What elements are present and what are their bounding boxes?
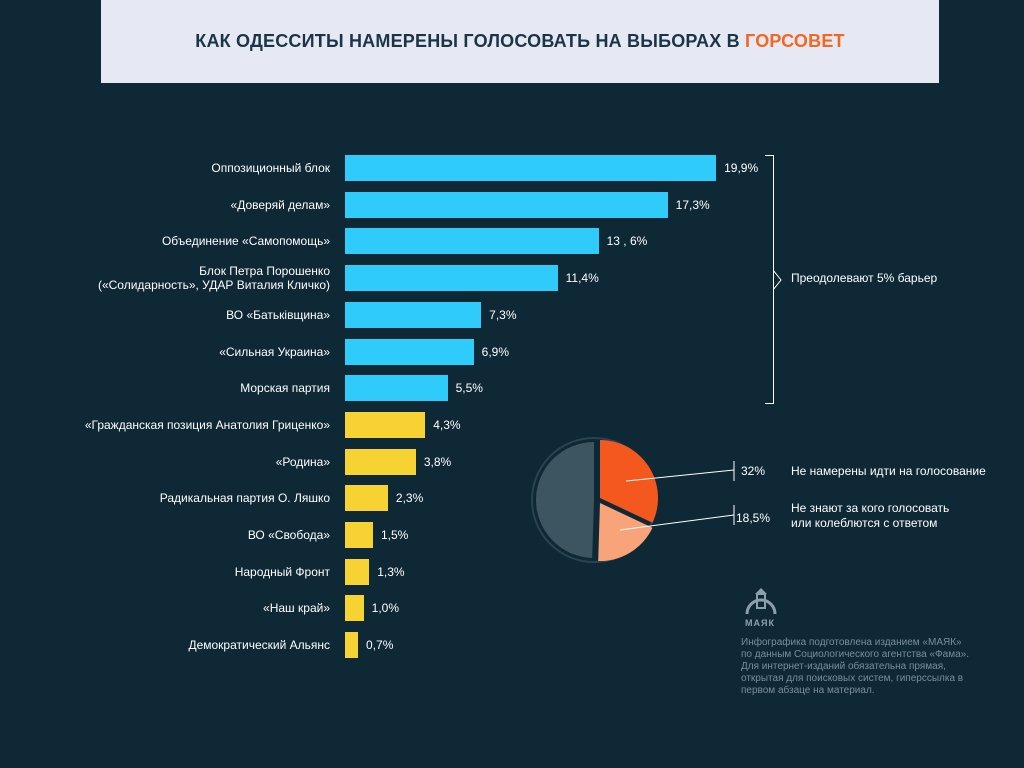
bar <box>345 228 599 255</box>
pie-label-32: 32% <box>741 464 766 478</box>
value-label: 17,3% <box>675 197 710 212</box>
bar <box>345 448 416 475</box>
pie-slice <box>536 442 594 558</box>
pie-leader-lines <box>619 461 735 531</box>
page-title: КАК ОДЕССИТЫ НАМЕРЕНЫ ГОЛОСОВАТЬ НА ВЫБО… <box>195 31 844 52</box>
category-label-line: «Родина» <box>275 454 330 469</box>
category-label: «Наш край» <box>30 601 330 615</box>
category-label-line: Радикальная партия О. Ляшко <box>159 491 330 506</box>
category-label: «Доверяй делам» <box>30 198 330 212</box>
category-label: «Сильная Украина» <box>30 345 330 359</box>
leader-line-32 <box>625 469 735 482</box>
value-label: 4,3% <box>433 417 461 432</box>
category-label-line: «Гражданская позиция Анатолия Гриценко» <box>84 417 330 432</box>
value-label: 5,5% <box>455 381 483 396</box>
title-main: КАК ОДЕССИТЫ НАМЕРЕНЫ ГОЛОСОВАТЬ НА ВЫБО… <box>195 31 746 51</box>
bracket-tip <box>773 270 782 290</box>
pie-label-185: 18,5% <box>736 511 771 525</box>
category-label-line: Оппозиционный блок <box>211 161 330 175</box>
pie-slice <box>598 503 653 561</box>
bar <box>345 375 448 402</box>
category-label-line: «Наш край» <box>263 601 330 616</box>
category-label-line: ВО «Свобода» <box>247 528 330 542</box>
value-label: 11,4% <box>565 271 599 286</box>
category-label-line: «Сильная Украина» <box>219 344 330 359</box>
category-label-line: ВО «Батьківщина» <box>226 307 330 322</box>
barrier-bracket <box>765 155 774 404</box>
category-label-line: Демократический Альянс <box>188 638 330 653</box>
value-label: 1,0% <box>371 601 399 616</box>
bar <box>345 155 717 181</box>
footnote: Инфографика подготовлена изданием «МАЯК»… <box>741 637 991 697</box>
pie-desc-32: Не намерены идти на голосование <box>791 464 986 478</box>
title-accent: ГОРСОВЕТ <box>745 31 845 51</box>
footnote-line: Инфографика подготовлена изданием «МАЯК» <box>741 637 962 648</box>
value-label: 3,8% <box>423 454 452 469</box>
bar <box>345 191 668 218</box>
category-label: Народный Фронт <box>30 565 330 579</box>
bar <box>345 558 370 585</box>
leader-line-185 <box>619 514 735 531</box>
bar <box>345 265 558 292</box>
category-label: «Гражданская позиция Анатолия Гриценко» <box>30 418 330 432</box>
logo-icon <box>745 588 777 615</box>
pie-desc-185: Не знают за кого голосовать или колеблют… <box>791 501 949 531</box>
category-label: Демократический Альянс <box>30 638 330 652</box>
category-label: «Родина» <box>30 455 330 469</box>
category-label-line: Объединение «Самопомощь» <box>161 234 330 249</box>
category-label: ВО «Батьківщина» <box>30 308 330 322</box>
bar <box>345 632 359 659</box>
bar <box>345 301 482 328</box>
category-label-line: («Солидарность», УДАР Виталия Кличко) <box>97 278 330 293</box>
bar <box>345 522 373 548</box>
value-label: 19,9% <box>724 161 759 175</box>
value-label: 1,5% <box>380 528 409 542</box>
logo-text: МАЯК <box>745 618 775 628</box>
value-label: 13 , 6% <box>606 234 648 249</box>
category-label: Радикальная партия О. Ляшко <box>30 491 330 505</box>
bar <box>345 595 364 622</box>
bar <box>345 411 426 438</box>
footnote-line: первом абзаце на материал. <box>741 685 875 696</box>
category-label: ВО «Свобода» <box>30 528 330 542</box>
value-label: 6,9% <box>481 344 510 359</box>
pie-chart <box>531 437 658 563</box>
footnote-line: Для интернет-изданий обязательна прямая, <box>741 661 946 672</box>
category-label-line: Морская партия <box>240 381 330 396</box>
barrier-label: Преодолевают 5% барьер <box>791 271 938 285</box>
bar <box>345 338 474 365</box>
category-label-line: Народный Фронт <box>234 564 330 579</box>
category-label-line: Блок Петра Порошенко <box>199 264 330 279</box>
footnote-line: по данным Социологического агентства «Фа… <box>741 649 969 660</box>
pie-desc-185-line-2: или колеблются с ответом <box>791 516 938 530</box>
category-label: Объединение «Самопомощь» <box>30 234 330 248</box>
pie-desc-185-line-1: Не знают за кого голосовать <box>791 501 950 515</box>
category-label: Морская партия <box>30 381 330 395</box>
bar <box>345 485 388 512</box>
category-label: Блок Петра Порошенко («Солидарность», УДА… <box>30 264 330 292</box>
category-label: Оппозиционный блок <box>30 161 330 175</box>
footnote-line: открытая для поисковых систем, гиперссыл… <box>741 673 964 684</box>
value-label: 7,3% <box>489 307 517 322</box>
category-label-line: «Доверяй делам» <box>230 197 330 212</box>
pie-slice <box>600 440 658 523</box>
value-label: 1,3% <box>377 564 405 579</box>
value-label: 2,3% <box>395 491 424 506</box>
value-label: 0,7% <box>366 638 394 653</box>
header-banner: КАК ОДЕССИТЫ НАМЕРЕНЫ ГОЛОСОВАТЬ НА ВЫБО… <box>101 0 939 83</box>
